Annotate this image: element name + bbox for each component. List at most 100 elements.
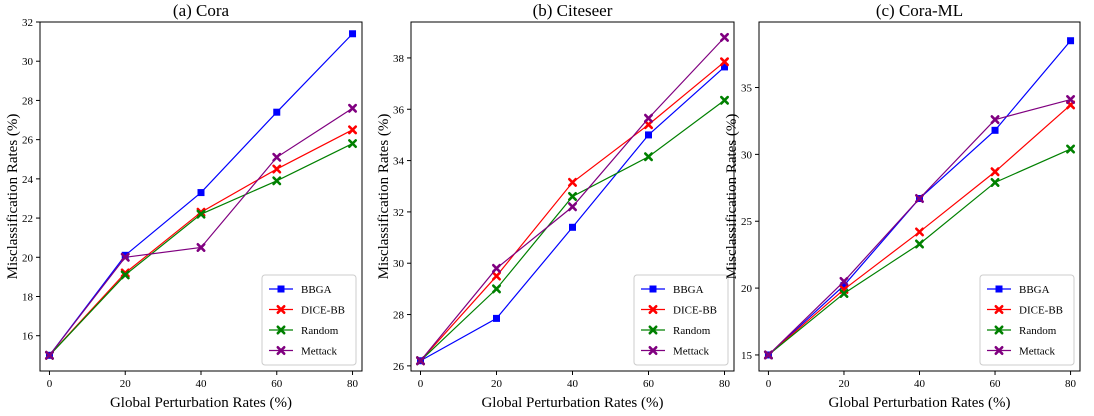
y-axis-label: Misclassification Rates (%) [5, 114, 21, 280]
data-point [197, 189, 205, 197]
legend-marker [995, 285, 1003, 293]
x-tick-label: 80 [1065, 378, 1077, 390]
plot-frame [758, 21, 1081, 372]
legend-item: BBGA [641, 284, 704, 296]
data-point [121, 251, 129, 259]
legend-item: Random [269, 325, 339, 337]
legend-box [261, 274, 357, 366]
y-axis-label: Misclassification Rates (%) [376, 114, 392, 280]
legend-marker [277, 285, 285, 293]
y-tick-label: 35 [741, 83, 753, 95]
data-point [492, 284, 501, 294]
legend-box [979, 274, 1075, 366]
y-tick-label: 20 [741, 283, 753, 295]
y-tick-label: 30 [22, 56, 34, 68]
data-point [1066, 95, 1076, 105]
legend-item: DICE-BB [269, 305, 345, 317]
legend-item: DICE-BB [641, 305, 717, 317]
data-point [840, 281, 848, 289]
legend: BBGA DICE-BB Random Mettack [261, 274, 357, 366]
y-tick-label: 30 [393, 258, 405, 270]
data-point [568, 192, 577, 201]
chart-panel-1: (a) Cora 0 20 40 60 80 16 18 20 22 24 26 28 30 32 Globa… [5, 1, 363, 411]
legend-item: Mettack [641, 346, 710, 358]
x-tick-label: 20 [120, 378, 132, 390]
legend-label: BBGA [301, 284, 332, 296]
data-point [763, 350, 773, 360]
x-tick-label: 20 [491, 378, 503, 390]
chart-panel-2: (b) Citeseer 0 20 40 60 80 26 28 30 32 34 36 38 Globa… [376, 1, 735, 411]
legend-label: BBGA [673, 284, 704, 296]
data-point [990, 115, 1000, 125]
legend-label: Random [1019, 325, 1057, 337]
data-point [272, 164, 282, 174]
y-tick-label: 25 [741, 216, 753, 228]
data-point [569, 223, 576, 231]
legend-marker [649, 285, 657, 293]
data-point [644, 113, 653, 123]
data-point [120, 252, 130, 262]
data-point [991, 126, 999, 134]
y-tick-label: 22 [22, 213, 33, 225]
y-tick-label: 30 [741, 149, 753, 161]
data-point [720, 32, 729, 42]
x-tick-label: 60 [643, 378, 655, 390]
series-mettack [44, 103, 358, 360]
chart-title: (b) Citeseer [533, 1, 613, 20]
data-point [568, 177, 577, 187]
series-mettack [416, 32, 729, 366]
y-tick-label: 28 [393, 310, 405, 322]
x-tick-label: 60 [271, 378, 283, 390]
legend-marker [648, 325, 658, 335]
y-tick-label: 36 [393, 104, 405, 116]
chart-panel-3: (c) Cora-ML 0 20 40 60 80 15 20 25 30 35 Global Per… [724, 1, 1081, 411]
y-tick-label: 32 [22, 17, 33, 29]
x-tick-label: 0 [766, 378, 772, 390]
legend-marker [276, 325, 286, 335]
x-tick-label: 0 [47, 378, 53, 390]
legend-label: BBGA [1019, 284, 1050, 296]
x-tick-label: 0 [418, 378, 424, 390]
data-point [272, 152, 282, 162]
legend-item: Mettack [987, 346, 1056, 358]
data-point [196, 207, 206, 217]
data-point [1066, 144, 1076, 154]
data-point [492, 263, 501, 273]
legend-label: Mettack [301, 346, 338, 358]
x-axis-label: Global Perturbation Rates (%) [481, 395, 663, 411]
x-tick-label: 60 [990, 378, 1002, 390]
y-tick-label: 15 [741, 350, 753, 362]
data-point [720, 95, 729, 105]
legend-marker [276, 305, 286, 314]
y-tick-label: 34 [393, 156, 405, 168]
data-point [492, 271, 501, 281]
data-point [416, 356, 425, 366]
legend-item: Random [641, 325, 711, 337]
x-axis-label: Global Perturbation Rates (%) [828, 395, 1010, 411]
legend: BBGA DICE-BB Random Mettack [633, 274, 729, 366]
data-point [645, 131, 652, 139]
data-point [839, 276, 849, 286]
y-tick-label: 32 [393, 207, 404, 219]
data-point [348, 139, 358, 149]
series-mettack [763, 95, 1076, 360]
data-point [644, 152, 653, 162]
y-tick-label: 18 [22, 291, 34, 303]
legend-item: BBGA [987, 284, 1050, 296]
data-point [196, 242, 206, 252]
legend-item: Mettack [269, 346, 338, 358]
legend-label: DICE-BB [673, 305, 717, 317]
data-point [44, 350, 54, 360]
legend-label: DICE-BB [301, 305, 345, 317]
legend-label: Mettack [673, 346, 710, 358]
legend-marker [648, 305, 658, 314]
data-point [839, 288, 849, 298]
y-tick-label: 26 [393, 361, 405, 373]
legend-label: Mettack [1019, 346, 1056, 358]
data-point [990, 177, 1000, 187]
x-tick-label: 40 [196, 378, 208, 390]
legend-label: Random [301, 325, 339, 337]
data-point [915, 227, 924, 237]
legend-marker [994, 346, 1004, 355]
